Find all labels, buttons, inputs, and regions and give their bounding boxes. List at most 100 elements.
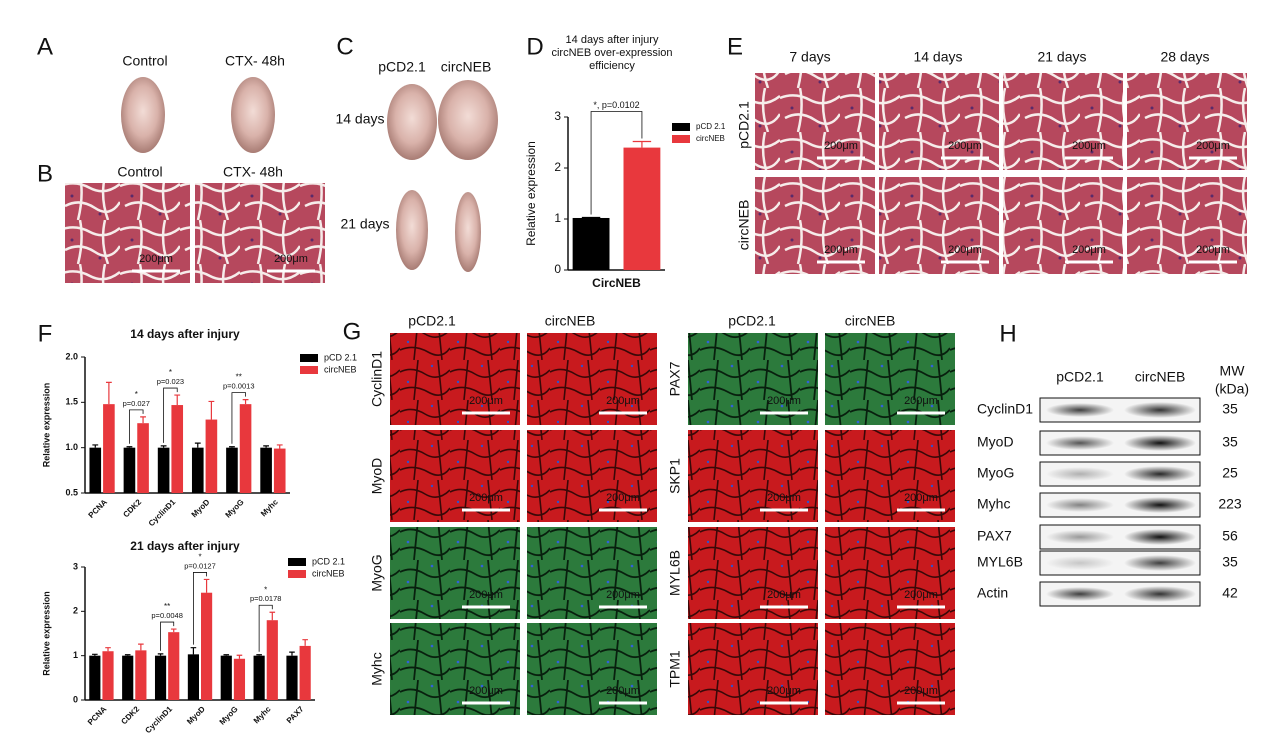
bar: [266, 620, 278, 700]
scale-bar-label: 200μm: [948, 140, 982, 152]
bar: [239, 404, 252, 493]
bar: [157, 447, 170, 493]
blot-band: [1124, 555, 1196, 571]
bar: [103, 404, 115, 493]
bar: [205, 419, 218, 493]
muscle-photo: [121, 77, 165, 153]
mw-value: 35: [1222, 434, 1238, 450]
micrograph: [1003, 73, 1123, 170]
scale-bar-label: 200μm: [767, 589, 801, 601]
scale-bar-label: 200μm: [469, 492, 503, 504]
scale-bar-label: 200μm: [1072, 140, 1106, 152]
muscle-photo: [396, 190, 428, 270]
scale-bar-label: 200μm: [904, 589, 938, 601]
blot-band: [1046, 467, 1114, 481]
micrograph: [825, 333, 955, 425]
bar: [572, 217, 610, 270]
p-value: p=0.027: [123, 399, 150, 408]
blot-label: PAX7: [977, 528, 1012, 544]
bar: [191, 447, 204, 493]
significance-bracket: [590, 111, 643, 215]
blot-band: [1124, 435, 1196, 451]
bar: [89, 655, 101, 700]
error-bar: [256, 654, 262, 656]
significance-stars: *: [169, 368, 172, 377]
mw-header: (kDa): [1215, 381, 1249, 397]
scale-bar-label: 200μm: [767, 685, 801, 697]
bar: [233, 658, 246, 700]
significance-bracket: [163, 387, 178, 443]
bar: [623, 147, 661, 270]
p-value: p=0.023: [157, 377, 184, 386]
blot-band: [1046, 556, 1114, 570]
error-bar: [269, 611, 276, 621]
column-label: Control: [122, 53, 167, 69]
error-bar: [236, 654, 243, 659]
bar: [89, 447, 102, 493]
error-bar: [138, 643, 144, 651]
row-label: Myhc: [369, 652, 385, 685]
y-tick-label: 0.5: [65, 487, 78, 497]
bar: [135, 650, 147, 700]
x-tick-label: CyclinD1: [143, 704, 174, 735]
mw-value: 56: [1222, 528, 1238, 544]
bar: [299, 645, 311, 700]
y-tick-label: 1: [73, 650, 78, 660]
legend-swatch: [288, 570, 306, 578]
y-tick-label: 1.5: [65, 397, 78, 407]
significance-stars: **: [164, 602, 170, 611]
mw-value: 35: [1222, 401, 1238, 417]
significance-stars: **: [236, 373, 242, 382]
error-bar: [203, 578, 210, 593]
row-label: TPM1: [667, 650, 683, 688]
panel-letter: D: [526, 33, 543, 60]
mw-value: 25: [1222, 465, 1238, 481]
blot-band: [1124, 402, 1196, 418]
bar: [220, 655, 232, 700]
significance-bracket: [231, 392, 246, 444]
blot-label: Myhc: [977, 496, 1010, 512]
y-tick-label: 1.0: [65, 442, 78, 452]
significance-bracket: [258, 604, 273, 652]
mw-value: 42: [1222, 585, 1238, 601]
x-tick-label: CircNEB: [592, 276, 641, 290]
row-label: MYL6B: [667, 550, 683, 596]
muscle-photo: [231, 77, 275, 153]
column-label: circNEB: [545, 313, 596, 329]
blot-band: [1124, 529, 1196, 545]
row-label: SKP1: [667, 458, 683, 494]
legend-swatch: [672, 135, 690, 143]
panel-letter: C: [336, 33, 353, 60]
error-bar: [302, 639, 308, 646]
legend-swatch: [288, 558, 306, 566]
error-bar: [92, 653, 98, 656]
y-axis-label: Relative expression: [41, 591, 51, 676]
column-label: circNEB: [1135, 369, 1186, 385]
column-label: pCD2.1: [1056, 369, 1104, 385]
error-bar: [174, 394, 181, 406]
blot-band: [1124, 497, 1196, 513]
x-tick-label: MyoG: [218, 705, 240, 727]
micrograph: [755, 73, 875, 170]
scale-bar-label: 200μm: [469, 395, 503, 407]
micrograph: [195, 183, 325, 283]
legend-label: circNEB: [324, 364, 357, 374]
bar: [226, 447, 238, 493]
legend-label: pCD 2.1: [696, 122, 726, 131]
panel-letter: E: [727, 33, 743, 60]
blot-label: Actin: [977, 585, 1008, 601]
scale-bar-label: 200μm: [139, 253, 173, 265]
blot-band: [1046, 436, 1114, 450]
column-label: CTX- 48h: [225, 53, 285, 69]
chart-title: 14 days after injury: [566, 34, 659, 46]
x-tick-label: CyclinD1: [147, 497, 178, 528]
y-tick-label: 0: [73, 694, 78, 704]
panel-letter: G: [343, 318, 362, 345]
panel-letter: A: [37, 33, 53, 60]
chart-title: 21 days after injury: [130, 539, 240, 553]
micrograph: [879, 73, 999, 170]
row-label: 21 days: [340, 216, 389, 232]
legend-label: circNEB: [312, 568, 345, 578]
row-label: PAX7: [667, 361, 683, 396]
